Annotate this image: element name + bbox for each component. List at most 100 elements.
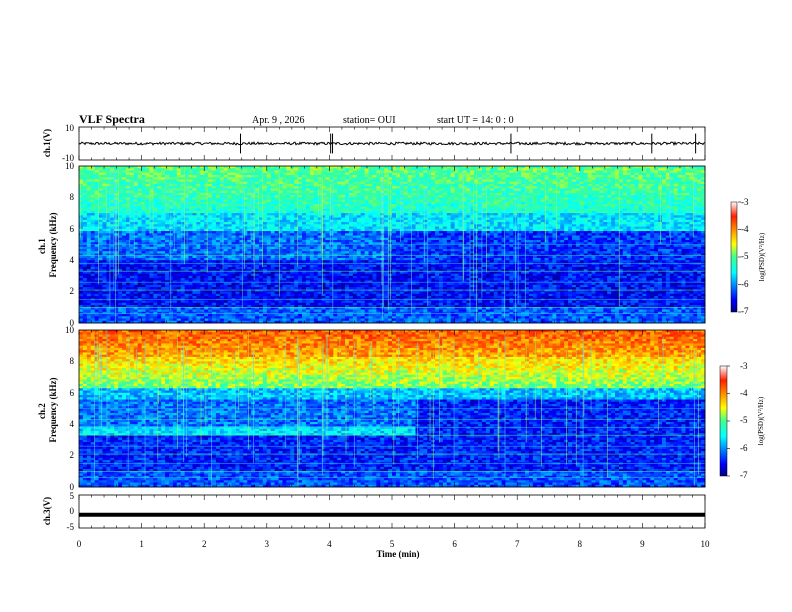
ch1-spec-cell [415,168,419,171]
ch1-spec-cell [588,231,592,234]
ch1-spec-cell [130,209,134,212]
ch1-spec-cell [239,184,243,187]
ch1-spec-cell [607,215,611,218]
ch1-spec-cell [682,231,686,234]
ch1-spec-cell [279,193,283,196]
ch1-spec-cell [376,184,380,187]
ch1-spec-cell [599,231,603,234]
ch1-spec-cell [392,184,396,187]
ch1-spec-cell [509,193,513,196]
ch1-spec-cell [595,200,599,203]
ch1-spec-cell [560,231,564,234]
ch1-spec-cell [697,193,701,196]
ch1-spec-cell [423,168,427,171]
ch1-spec-cell [298,193,302,196]
ch1-spec-cell [357,231,361,234]
ch1-spec-cell [290,168,294,171]
ch1-spec-cell [439,215,443,218]
ch1-spec-cell [697,184,701,187]
ch1-spec-cell [423,200,427,203]
ch1-spec-cell [529,215,533,218]
ch1-spec-cell [521,193,525,196]
ch1-spec-cell [576,231,580,234]
ch1-spec-cell [439,200,443,203]
ch1-spec-cell [576,215,580,218]
ch1-spec-cell [470,168,474,171]
ch1-spec-cell [431,209,435,212]
ch1-spec-cell [353,224,357,227]
ch1-spec-cell [635,209,639,212]
ch1-spec-cell [693,231,697,234]
ch1-spec-cell [459,193,463,196]
ch1-spec-cell [220,224,224,227]
ch1-spec-cell [220,168,224,171]
ch1-spec-cell [537,231,541,234]
ch1-spec-cell [502,168,506,171]
ch1-spec-cell [372,200,376,203]
ch1-spec-cell [365,231,369,234]
ch1-spec-cell [282,177,286,180]
ch1-spec-cell [83,177,87,180]
ch1-spec-cell [365,200,369,203]
ch1-spec-cell [99,215,103,218]
ch1-spec-cell [588,215,592,218]
ch1-spec-cell [365,193,369,196]
ch1-spec-cell [196,200,200,203]
ch1-spec-cell [682,168,686,171]
ch1-spec-cell [149,168,153,171]
ch1-spec-cell [592,177,596,180]
ch1-spec-cell [564,193,568,196]
ch1-spec-cell [122,231,126,234]
ch1-spec-cell [290,184,294,187]
ch1-spec-cell [576,209,580,212]
ch1-spec-cell [357,215,361,218]
ch1-spec-cell [146,177,150,180]
ch1-spec-cell [685,231,689,234]
ch1-spec-cell [267,209,271,212]
ch1-spec-cell [470,184,474,187]
ch1-spec-cell [357,200,361,203]
ch1-spec-cell [627,209,631,212]
ch1-spec-cell [654,193,658,196]
ch1-spec-cell [635,231,639,234]
ch1-spec-cell [521,177,525,180]
ch1-spec-cell [533,224,537,227]
ch1-spec-cell [443,200,447,203]
ch1-spec-cell [251,209,255,212]
ch1-spec-cell [357,177,361,180]
ch1-spec-cell [568,215,572,218]
ch1-spec-cell [505,193,509,196]
ch1-spec-cell [239,231,243,234]
ch1-spec-cell [611,231,615,234]
ch1-spec-cell [153,193,157,196]
ch1-spec-cell [568,224,572,227]
ch1-spec-cell [361,215,365,218]
ch1-spec-cell [286,193,290,196]
ch1-spec-cell [228,231,232,234]
ch1-spec-cell [353,209,357,212]
ch1-spec-cell [580,215,584,218]
ch1-spec-cell [560,215,564,218]
ch1-spec-cell [357,209,361,212]
ch1-spec-cell [447,193,451,196]
ch1-spec-cell [603,224,607,227]
ch1-spec-cell [153,177,157,180]
ch1-spec-cell [682,215,686,218]
ch1-spec-cell [529,168,533,171]
ch1-spec-cell [525,184,529,187]
ch1-spec-cell [455,231,459,234]
ch1-spec-cell [541,200,545,203]
ch1-spec-cell [91,168,95,171]
ch1-spec-cell [392,209,396,212]
ch1-spec-cell [325,184,329,187]
ch1-spec-cell [631,200,635,203]
ch1-spec-cell [279,209,283,212]
ch1-spec-cell [572,215,576,218]
ch1-spec-cell [216,215,220,218]
ch1-spec-cell [431,168,435,171]
ch1-spec-cell [611,193,615,196]
ch1-spec-cell [99,177,103,180]
ch1-spec-cell [232,193,236,196]
ch1-spec-cell [396,209,400,212]
ch1-spec-cell [654,177,658,180]
